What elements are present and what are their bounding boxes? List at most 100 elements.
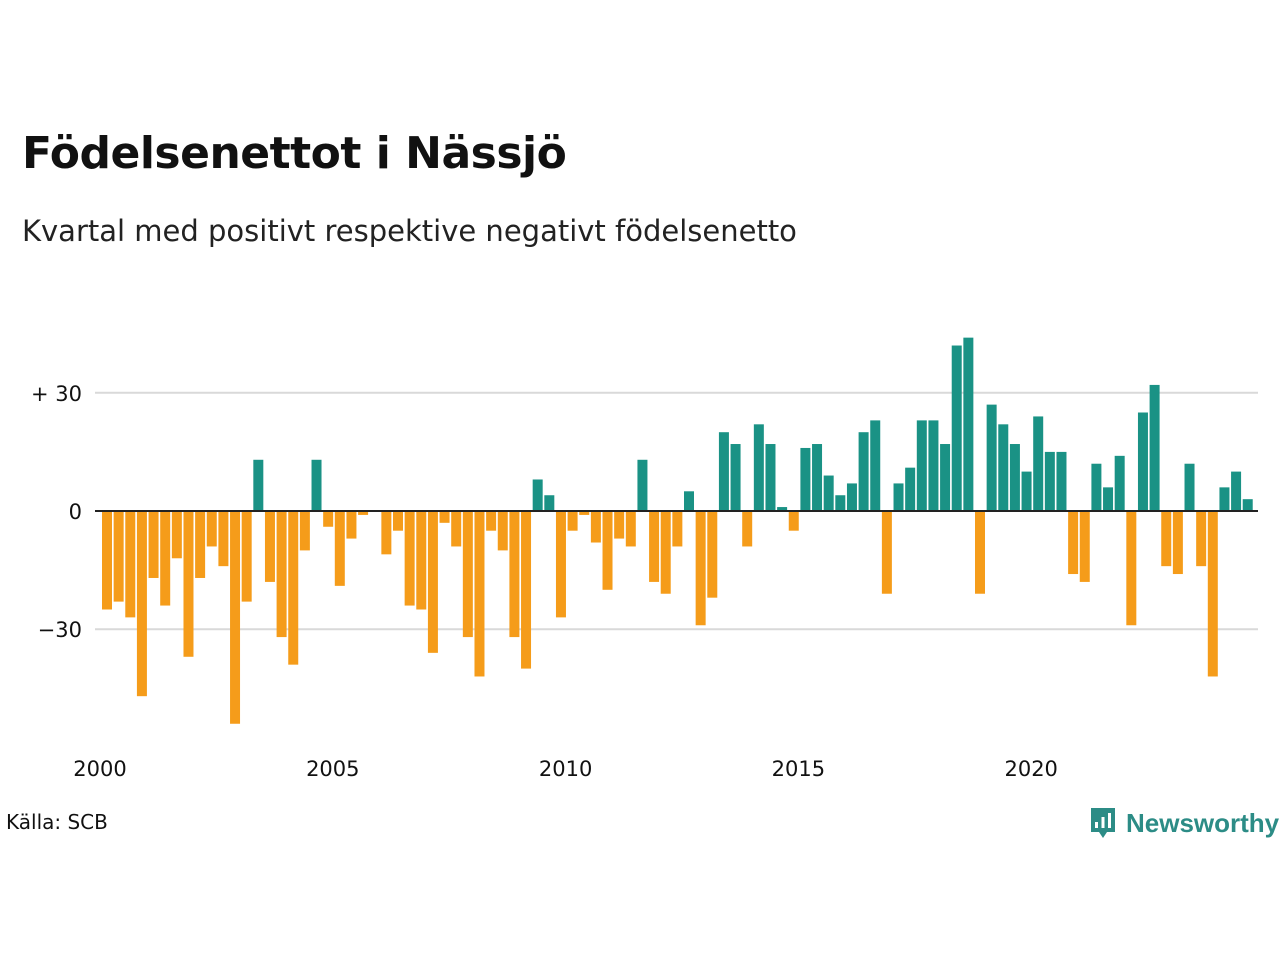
bar-negative [509, 511, 520, 638]
bar-negative [881, 511, 892, 594]
bar-positive [998, 424, 1009, 511]
chart-subtitle: Kvartal med positivt respektive negativt… [22, 214, 797, 248]
x-tick-label: 2000 [73, 757, 126, 781]
bar-negative [497, 511, 508, 551]
bar-negative [125, 511, 136, 618]
bar-positive [1137, 412, 1148, 511]
bar-negative [660, 511, 671, 594]
bar-negative [334, 511, 345, 586]
bar-negative [299, 511, 310, 551]
x-tick-label: 2010 [539, 757, 592, 781]
bar-negative [602, 511, 613, 590]
bar-positive [1009, 444, 1020, 511]
bar-negative [241, 511, 252, 602]
bar-positive [1021, 471, 1032, 511]
bar-negative [427, 511, 438, 653]
bar-positive [951, 345, 962, 511]
bar-negative [416, 511, 427, 610]
bar-negative [171, 511, 182, 559]
bar-negative [451, 511, 462, 547]
bar-positive [893, 483, 904, 511]
bar-positive [684, 491, 694, 511]
bar-positive [916, 420, 927, 511]
bar-positive [1231, 471, 1242, 511]
bar-negative [625, 511, 636, 547]
bar-negative [160, 511, 171, 606]
bar-negative [148, 511, 159, 578]
bar-positive [870, 420, 881, 511]
brand-logo[interactable]: Newsworthy [1088, 803, 1279, 843]
bar-positive [765, 444, 776, 511]
bar-positive [1219, 487, 1230, 511]
chart-title: Födelsenettot i Nässjö [22, 128, 567, 179]
bar-negative [614, 511, 625, 539]
bars [102, 337, 1253, 724]
bar-negative [474, 511, 485, 677]
bar-negative [218, 511, 229, 567]
bar-positive [730, 444, 741, 511]
bar-positive [1184, 463, 1195, 511]
bar-negative [555, 511, 566, 618]
bar-negative [439, 511, 450, 523]
y-tick-label: + 30 [31, 382, 82, 406]
bar-positive [753, 424, 764, 511]
bar-negative [521, 511, 532, 669]
bar-positive [940, 444, 951, 511]
bar-negative [1196, 511, 1207, 567]
bar-negative [590, 511, 601, 543]
bar-positive [812, 444, 823, 511]
chart-bubble-icon [1091, 808, 1115, 838]
bar-negative [323, 511, 334, 527]
bar-positive [986, 404, 997, 511]
bar-positive [800, 447, 811, 511]
source-note: Källa: SCB [6, 810, 108, 834]
bar-negative [206, 511, 217, 547]
bar-negative [358, 511, 369, 515]
bar-positive [637, 459, 648, 511]
bar-positive [777, 507, 788, 511]
bar-negative [788, 511, 799, 531]
bar-negative [1126, 511, 1137, 626]
bar-positive [1149, 384, 1160, 511]
bar-negative [195, 511, 206, 578]
bar-negative [346, 511, 357, 539]
bar-negative [462, 511, 473, 638]
bar-negative [486, 511, 497, 531]
x-tick-label: 2020 [1004, 757, 1057, 781]
bar-positive [846, 483, 857, 511]
bar-negative [1172, 511, 1183, 575]
bar-negative [707, 511, 718, 598]
bar-negative [975, 511, 985, 594]
bar-negative [1207, 511, 1218, 677]
bar-positive [253, 459, 264, 511]
bar-negative [113, 511, 124, 602]
bar-negative [672, 511, 683, 547]
y-tick-label: −30 [38, 618, 82, 642]
bar-negative [230, 511, 241, 724]
bar-negative [136, 511, 147, 697]
axes: + 30 0 −30 2000 2005 2010 2015 2020 [31, 382, 1258, 781]
bar-negative [695, 511, 706, 626]
bar-positive [718, 432, 729, 511]
bar-negative [393, 511, 403, 531]
bar-negative [102, 511, 112, 610]
y-tick-label: 0 [69, 500, 82, 524]
bar-positive [905, 467, 916, 511]
x-tick-label: 2005 [306, 757, 359, 781]
bar-negative [264, 511, 275, 582]
bar-negative [288, 511, 299, 665]
bar-negative [742, 511, 753, 547]
bar-positive [1114, 455, 1125, 511]
bar-positive [1091, 463, 1102, 511]
bar-positive [544, 495, 555, 511]
bar-positive [1033, 416, 1044, 511]
bar-positive [963, 337, 974, 511]
bar-positive [823, 475, 834, 511]
x-tick-label: 2015 [772, 757, 825, 781]
bar-negative [649, 511, 660, 582]
bar-negative [404, 511, 415, 606]
bar-positive [1044, 451, 1055, 511]
bar-negative [1079, 511, 1090, 582]
bar-negative [579, 511, 590, 515]
